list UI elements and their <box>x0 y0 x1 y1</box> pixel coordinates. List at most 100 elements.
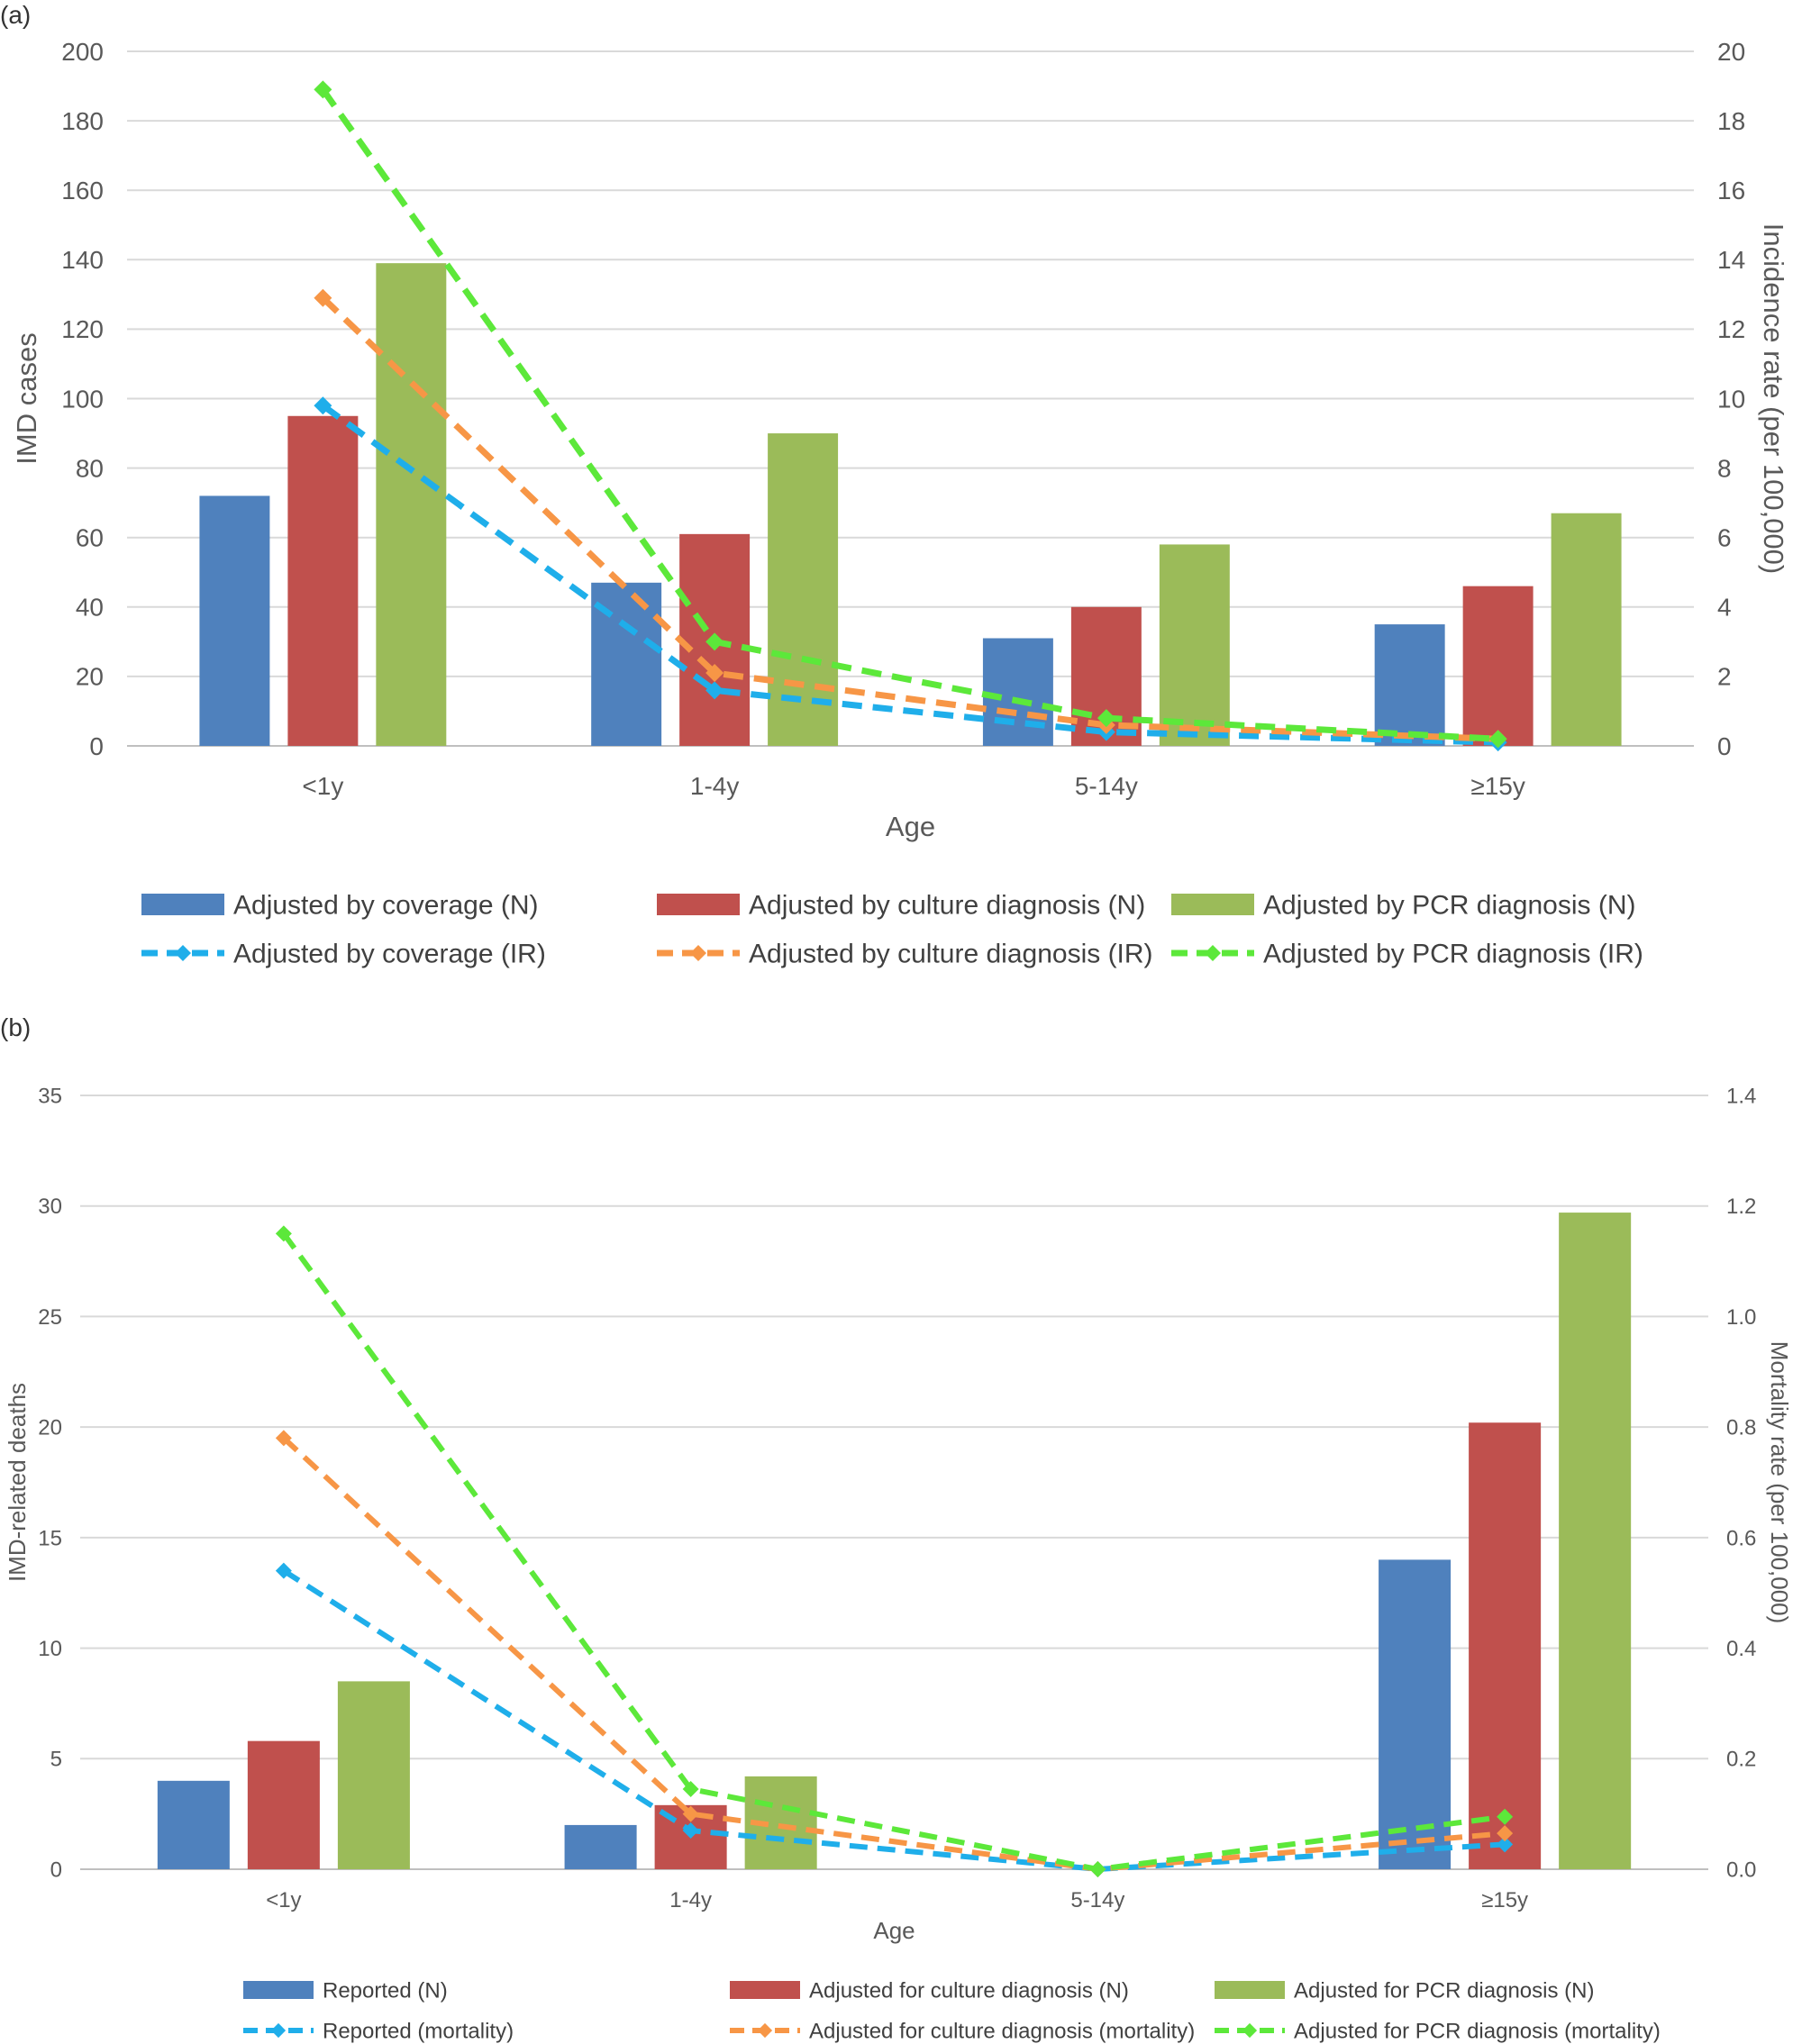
legend-label: Reported (mortality) <box>323 2019 514 2043</box>
line-marker <box>314 80 332 99</box>
series-line <box>281 1436 1506 1873</box>
legend-label: Adjusted by PCR diagnosis (IR) <box>1263 940 1643 969</box>
x-tick-label: 1-4y <box>690 772 739 800</box>
chart-b: 0 5 10 15 20 25 30 35 0.0 0.2 0.4 0.6 0.8 1.0 1.2 1.4 <1… <box>4 1084 1793 2043</box>
y-tick-label: 30 <box>38 1195 62 1219</box>
y2-tick-label: 12 <box>1717 315 1745 343</box>
bar <box>1559 1213 1632 1869</box>
legend-item: Adjusted by coverage (N) <box>141 891 539 921</box>
x-tick-label: ≥15y <box>1481 1888 1528 1912</box>
legend-label: Adjusted by culture diagnosis (IR) <box>749 940 1153 969</box>
bar <box>247 1740 320 1869</box>
y2-axis-title: Incidence rate (per 100,000) <box>1758 223 1789 574</box>
legend-swatch <box>1171 894 1254 915</box>
bar <box>376 263 447 746</box>
x-tick-label: 5-14y <box>1075 772 1138 800</box>
legend-label: Adjusted by PCR diagnosis (N) <box>1263 891 1636 921</box>
y2-tick-label: 0.0 <box>1726 1858 1756 1882</box>
x-tick-label: <1y <box>266 1888 301 1912</box>
y-tick-label: 140 <box>61 246 104 274</box>
y-tick-label: 5 <box>50 1748 62 1772</box>
y-tick-label: 20 <box>76 663 104 691</box>
y-axis-title: IMD-related deaths <box>4 1383 31 1582</box>
bar <box>564 1824 637 1869</box>
line-marker <box>682 1805 699 1822</box>
bar <box>1379 1559 1452 1869</box>
y2-tick-label: 8 <box>1717 454 1732 482</box>
y2-tick-label: 0.4 <box>1726 1637 1756 1661</box>
y2-tick-label: 14 <box>1717 246 1745 274</box>
legend-swatch <box>243 1981 314 1999</box>
line-marker <box>682 1822 699 1840</box>
legend-swatch <box>141 894 224 915</box>
y-tick-label: 180 <box>61 107 104 135</box>
legend-label: Adjusted by coverage (N) <box>233 891 539 921</box>
x-tick-label: ≥15y <box>1470 772 1525 800</box>
legend-item: Adjusted by culture diagnosis (N) <box>657 891 1145 921</box>
y2-tick-label: 1.0 <box>1726 1305 1756 1330</box>
legend-marker <box>1242 2022 1258 2039</box>
legend-marker <box>175 945 191 961</box>
y2-axis-title: Mortality rate (per 100,000) <box>1766 1341 1793 1624</box>
legend-item: Adjusted by culture diagnosis (IR) <box>657 940 1153 969</box>
y-tick-label: 200 <box>61 38 104 66</box>
line-marker <box>1497 1825 1514 1842</box>
bar <box>287 415 359 746</box>
y-tick-label: 0 <box>50 1858 62 1882</box>
y2-tick-label: 10 <box>1717 385 1745 413</box>
y-tick-label: 15 <box>38 1526 62 1550</box>
y2-tick-label: 20 <box>1717 38 1745 66</box>
legend-label: Reported (N) <box>323 1978 448 2003</box>
y2-tick-label: 0 <box>1717 732 1732 760</box>
series-line <box>320 87 1498 742</box>
x-axis-title: Age <box>873 1917 915 1944</box>
legend-label: Adjusted for culture diagnosis (mortalit… <box>809 2019 1195 2043</box>
y2-tick-label: 4 <box>1717 594 1732 622</box>
line-marker <box>1089 1861 1106 1877</box>
line-marker <box>275 1562 292 1579</box>
legend-label: Adjusted for PCR diagnosis (N) <box>1294 1978 1594 2003</box>
legend-label: Adjusted for PCR diagnosis (mortality) <box>1294 2019 1661 2043</box>
bar <box>1374 624 1445 746</box>
y-tick-label: 160 <box>61 177 104 204</box>
chart-a: 0 20 40 60 80 100 120 140 160 180 200 0 2 4 6 8 10 12 14 16… <box>11 38 1789 969</box>
series-line <box>282 1568 1506 1873</box>
line-marker <box>275 1225 292 1242</box>
line-marker <box>314 396 332 415</box>
bar <box>1551 513 1622 746</box>
bar <box>337 1681 410 1869</box>
y-axis-title: IMD cases <box>11 332 42 464</box>
y2-tick-label: 16 <box>1717 177 1745 204</box>
line-marker <box>705 632 724 651</box>
y-tick-label: 80 <box>76 454 104 482</box>
y-tick-label: 0 <box>89 732 104 760</box>
y2-tick-label: 0.2 <box>1726 1748 1756 1772</box>
legend-item: Adjusted by coverage (IR) <box>141 940 546 969</box>
x-tick-label: <1y <box>302 772 343 800</box>
legend-swatch <box>657 894 740 915</box>
bar <box>1469 1422 1542 1869</box>
line-marker <box>705 681 724 700</box>
line-marker <box>1488 730 1507 749</box>
legend-item: Adjusted for culture diagnosis (N) <box>730 1978 1129 2003</box>
line-marker <box>1497 1836 1514 1853</box>
y2-tick-label: 2 <box>1717 663 1732 691</box>
series-line <box>281 1231 1506 1873</box>
legend-item: Adjusted for culture diagnosis (mortalit… <box>730 2019 1195 2043</box>
legend-item: Reported (N) <box>243 1978 448 2003</box>
line-marker <box>1497 1808 1514 1825</box>
legend-item: Adjusted by PCR diagnosis (N) <box>1171 891 1636 921</box>
legend-label: Adjusted by coverage (IR) <box>233 940 546 969</box>
y-tick-label: 120 <box>61 315 104 343</box>
y-tick-label: 20 <box>38 1416 62 1440</box>
x-tick-label: 5-14y <box>1070 1888 1124 1912</box>
y2-tick-label: 6 <box>1717 524 1732 552</box>
legend-marker <box>1205 945 1221 961</box>
legend-item: Adjusted for PCR diagnosis (N) <box>1215 1978 1594 2003</box>
line-marker <box>705 664 724 683</box>
bar <box>1159 544 1230 746</box>
bar <box>157 1780 230 1869</box>
panel-label-a: (a) <box>0 1 31 29</box>
x-axis-title: Age <box>886 811 935 842</box>
